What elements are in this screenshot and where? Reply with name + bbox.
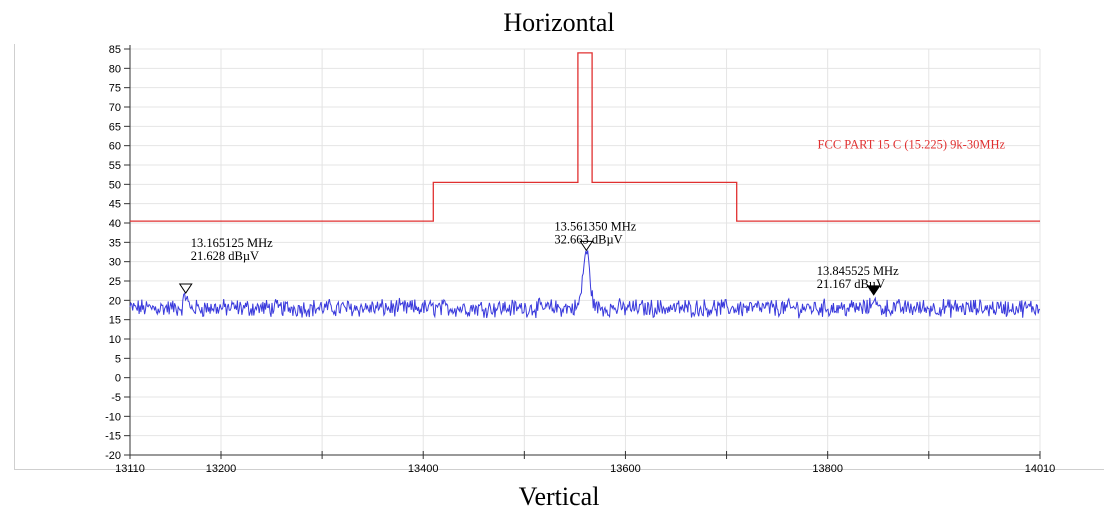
marker-frequency-label-2: 13.561350 MHz	[554, 219, 636, 233]
x-tick-label: 13110	[115, 463, 145, 475]
y-tick-label: 40	[109, 218, 121, 230]
limit-line-label: FCC PART 15 C (15.225) 9k-30MHz	[818, 137, 1006, 151]
marker-level-label-3: 21.167 dBµV	[817, 277, 885, 291]
y-tick-label: 20	[109, 295, 121, 307]
footer-caption: Vertical	[518, 482, 600, 511]
marker-triangle-3	[866, 285, 881, 296]
limit-line-layer	[130, 52, 1040, 222]
chart-title: Horizontal	[503, 8, 615, 37]
y-tick-label: 70	[109, 102, 121, 114]
y-tick-label: 15	[109, 315, 121, 327]
marker-level-label-2: 32.663 dBµV	[554, 232, 622, 246]
y-tick-label: 55	[109, 160, 121, 172]
x-tick-label: 14010	[1025, 463, 1056, 475]
y-tick-label: -20	[105, 450, 121, 462]
limit-line	[130, 52, 1040, 222]
frame-bottom-border	[14, 469, 1104, 470]
marker-level-label-1: 21.628 dBµV	[191, 249, 259, 263]
y-tick-label: 30	[109, 257, 121, 269]
marker-frequency-label-3: 13.845525 MHz	[817, 264, 899, 278]
marker-frequency-label-1: 13.165125 MHz	[191, 236, 273, 250]
grid	[130, 48, 1041, 455]
measurement-trace	[129, 250, 1040, 319]
y-tick-label: 45	[109, 199, 121, 211]
y-tick-label: -15	[105, 431, 121, 443]
x-tick-label: 13800	[812, 463, 843, 475]
x-tick-label: 13600	[610, 463, 641, 475]
x-tick-label: 13200	[206, 463, 237, 475]
y-tick-label: 25	[109, 276, 121, 288]
y-tick-label: 5	[115, 353, 121, 365]
axes: -20 -15 -10 -5 0 5 10 15 20 25 30 35 40 45 50 55 60 65 70 7…	[105, 44, 1055, 475]
y-tick-label: 50	[109, 179, 121, 191]
y-tick-label: 0	[115, 373, 121, 385]
marker-triangle-1	[178, 283, 193, 294]
y-tick-label: 85	[109, 44, 121, 56]
trace-layer	[129, 250, 1040, 319]
y-tick-label: -5	[111, 392, 121, 404]
y-tick-label: 35	[109, 237, 121, 249]
y-tick-label: 65	[109, 121, 121, 133]
y-tick-label: 60	[109, 141, 121, 153]
y-tick-label: 75	[109, 83, 121, 95]
y-tick-label: 80	[109, 63, 121, 75]
marker-triangle-2	[579, 240, 594, 252]
y-tick-label: -10	[105, 411, 121, 423]
y-tick-label: 10	[109, 334, 121, 346]
spectrum-chart: -20 -15 -10 -5 0 5 10 15 20 25 30 35 40 45 50 55 60 65 70 7…	[105, 44, 1055, 475]
frame-left-border	[14, 44, 15, 470]
x-tick-label: 13400	[408, 463, 439, 475]
